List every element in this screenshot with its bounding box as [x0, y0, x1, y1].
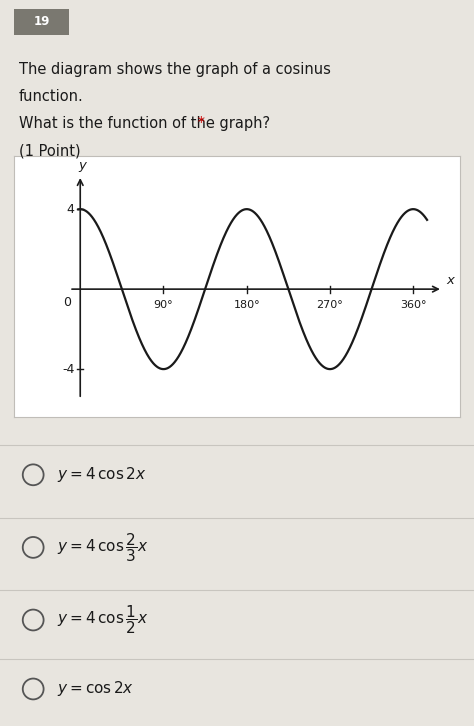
Text: What is the function of the graph?: What is the function of the graph?	[19, 116, 270, 131]
Text: *: *	[193, 116, 205, 131]
Text: 270°: 270°	[317, 300, 343, 310]
Text: $y = 4\,\cos \dfrac{2}{3}x$: $y = 4\,\cos \dfrac{2}{3}x$	[57, 531, 148, 564]
Text: The diagram shows the graph of a cosinus: The diagram shows the graph of a cosinus	[19, 62, 331, 77]
Text: 19: 19	[33, 15, 50, 28]
Text: -4: -4	[62, 362, 75, 375]
Text: (1 Point): (1 Point)	[19, 143, 81, 158]
Text: y: y	[79, 159, 86, 172]
Text: function.: function.	[19, 89, 84, 104]
Text: 0: 0	[64, 296, 71, 309]
Text: 360°: 360°	[400, 300, 427, 310]
Text: $y = \cos 2x$: $y = \cos 2x$	[57, 680, 134, 698]
Text: 4: 4	[67, 203, 75, 216]
Text: x: x	[447, 274, 455, 287]
Text: $y = 4\,\cos 2x$: $y = 4\,\cos 2x$	[57, 465, 146, 484]
Text: 90°: 90°	[154, 300, 173, 310]
Text: $y = 4\,\cos \dfrac{1}{2}x$: $y = 4\,\cos \dfrac{1}{2}x$	[57, 603, 148, 637]
Text: 180°: 180°	[233, 300, 260, 310]
